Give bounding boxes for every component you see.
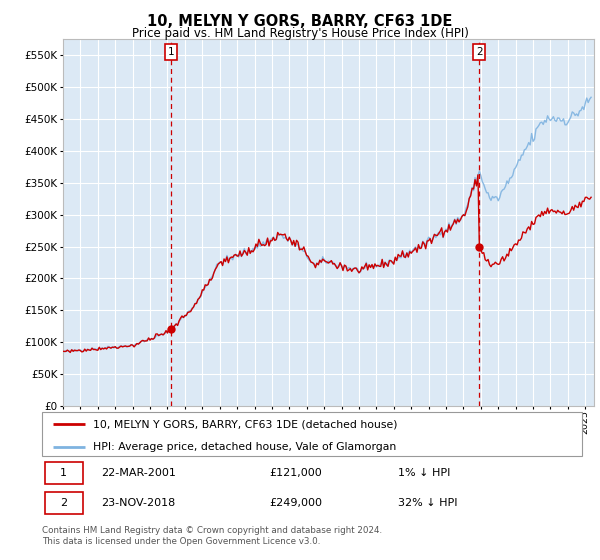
Text: HPI: Average price, detached house, Vale of Glamorgan: HPI: Average price, detached house, Vale… — [94, 441, 397, 451]
Text: 2: 2 — [60, 498, 67, 508]
Text: 1% ↓ HPI: 1% ↓ HPI — [398, 468, 451, 478]
FancyBboxPatch shape — [45, 462, 83, 484]
Text: £249,000: £249,000 — [269, 498, 322, 508]
Text: 1: 1 — [60, 468, 67, 478]
Text: 1: 1 — [168, 47, 175, 57]
FancyBboxPatch shape — [45, 492, 83, 514]
Text: 10, MELYN Y GORS, BARRY, CF63 1DE: 10, MELYN Y GORS, BARRY, CF63 1DE — [148, 14, 452, 29]
Text: 2: 2 — [476, 47, 482, 57]
Text: 32% ↓ HPI: 32% ↓ HPI — [398, 498, 458, 508]
Text: Price paid vs. HM Land Registry's House Price Index (HPI): Price paid vs. HM Land Registry's House … — [131, 27, 469, 40]
Text: £121,000: £121,000 — [269, 468, 322, 478]
Text: 23-NOV-2018: 23-NOV-2018 — [101, 498, 176, 508]
Text: Contains HM Land Registry data © Crown copyright and database right 2024.
This d: Contains HM Land Registry data © Crown c… — [42, 526, 382, 546]
Text: 10, MELYN Y GORS, BARRY, CF63 1DE (detached house): 10, MELYN Y GORS, BARRY, CF63 1DE (detac… — [94, 419, 398, 429]
Text: 22-MAR-2001: 22-MAR-2001 — [101, 468, 176, 478]
